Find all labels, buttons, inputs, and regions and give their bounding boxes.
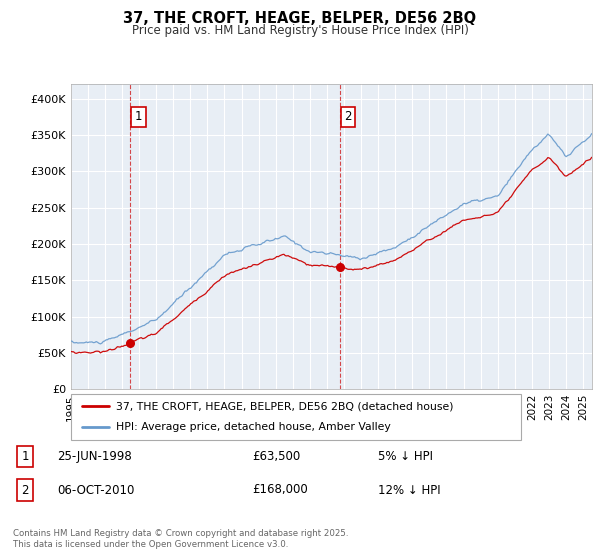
Text: 25-JUN-1998: 25-JUN-1998 — [57, 450, 132, 463]
Text: 1: 1 — [22, 450, 29, 463]
Text: 2: 2 — [344, 110, 352, 123]
Text: 06-OCT-2010: 06-OCT-2010 — [57, 483, 134, 497]
Text: 37, THE CROFT, HEAGE, BELPER, DE56 2BQ: 37, THE CROFT, HEAGE, BELPER, DE56 2BQ — [124, 11, 476, 26]
Text: 2: 2 — [22, 483, 29, 497]
Text: £168,000: £168,000 — [252, 483, 308, 497]
Text: HPI: Average price, detached house, Amber Valley: HPI: Average price, detached house, Ambe… — [116, 422, 391, 432]
Text: 12% ↓ HPI: 12% ↓ HPI — [378, 483, 440, 497]
Text: Price paid vs. HM Land Registry's House Price Index (HPI): Price paid vs. HM Land Registry's House … — [131, 24, 469, 36]
Text: Contains HM Land Registry data © Crown copyright and database right 2025.
This d: Contains HM Land Registry data © Crown c… — [13, 529, 349, 549]
Text: 5% ↓ HPI: 5% ↓ HPI — [378, 450, 433, 463]
Text: £63,500: £63,500 — [252, 450, 300, 463]
Text: 37, THE CROFT, HEAGE, BELPER, DE56 2BQ (detached house): 37, THE CROFT, HEAGE, BELPER, DE56 2BQ (… — [116, 401, 454, 411]
Text: 1: 1 — [134, 110, 142, 123]
FancyBboxPatch shape — [71, 394, 521, 440]
